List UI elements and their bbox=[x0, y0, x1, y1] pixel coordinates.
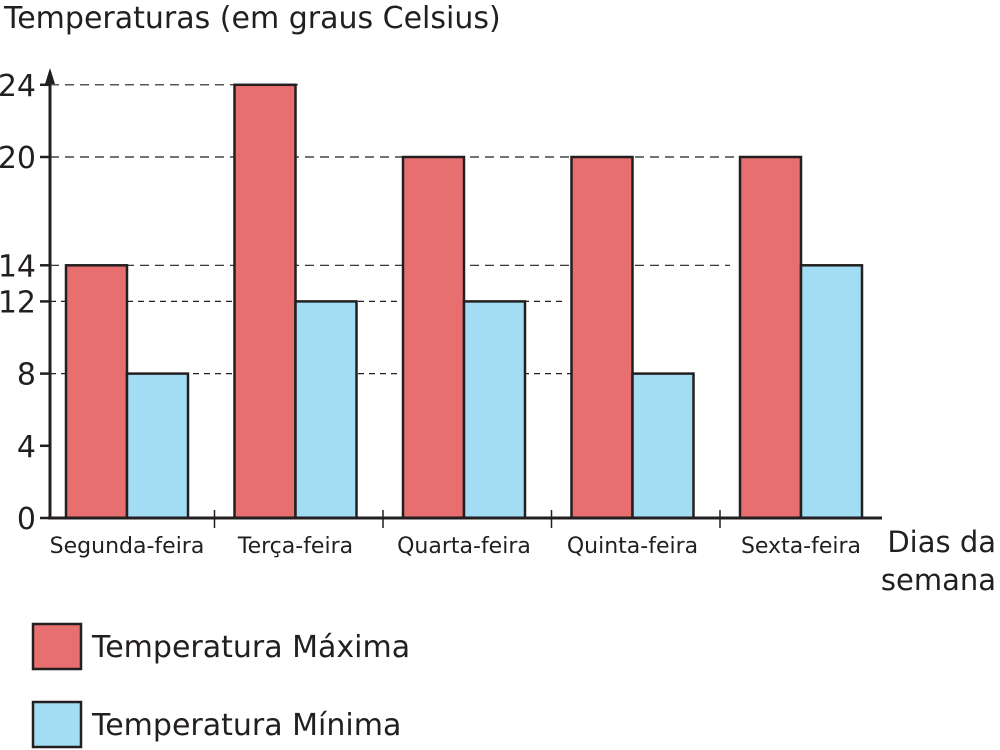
x-axis-title-line1: Dias da bbox=[887, 525, 996, 559]
x-category-label-4: Quinta-feira bbox=[567, 534, 698, 559]
legend: Temperatura Máxima Temperatura Mínima bbox=[31, 622, 410, 749]
bar-max-2 bbox=[233, 83, 297, 520]
y-axis-title: Temperaturas (em graus Celsius) bbox=[3, 1, 501, 36]
bar-max-4 bbox=[570, 155, 634, 520]
bars bbox=[64, 83, 864, 520]
x-category-label-2: Terça-feira bbox=[237, 534, 353, 559]
bar-min-2 bbox=[294, 300, 358, 520]
bar-min-5 bbox=[799, 264, 864, 520]
bar-max-3 bbox=[401, 155, 466, 520]
legend-label-min: Temperatura Mínima bbox=[91, 708, 401, 743]
x-category-label-1: Segunda-feira bbox=[50, 534, 205, 559]
y-tick-label-24: 24 bbox=[0, 69, 36, 104]
legend-swatch-max bbox=[31, 622, 83, 671]
y-tick-label-0: 0 bbox=[17, 502, 36, 537]
y-tick-label-20: 20 bbox=[0, 141, 36, 176]
bar-min-3 bbox=[462, 300, 527, 520]
bar-min-1 bbox=[125, 372, 190, 520]
legend-label-max: Temperatura Máxima bbox=[91, 630, 410, 665]
y-axis-arrow bbox=[45, 68, 55, 84]
x-category-label-3: Quarta-feira bbox=[397, 534, 531, 559]
x-category-label-5: Sexta-feira bbox=[741, 534, 861, 559]
y-tick-label-8: 8 bbox=[17, 358, 36, 393]
legend-swatch-min bbox=[31, 700, 83, 749]
bar-min-4 bbox=[631, 372, 695, 520]
bar-max-1 bbox=[64, 264, 129, 520]
y-tick-label-12: 12 bbox=[0, 285, 36, 320]
y-tick-label-4: 4 bbox=[17, 430, 36, 465]
y-tick-label-14: 14 bbox=[0, 249, 36, 284]
x-axis-title-line2: semana bbox=[881, 563, 996, 597]
category-labels: Segunda-feira Terça-feira Quarta-feira Quin… bbox=[50, 510, 861, 559]
bar-max-5 bbox=[738, 155, 803, 520]
axes bbox=[45, 68, 882, 520]
